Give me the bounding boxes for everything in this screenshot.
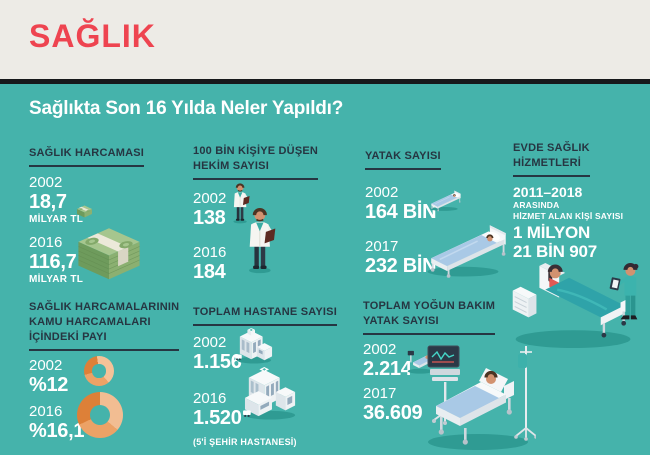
stat-subtitle: ARASINDA <box>513 200 560 210</box>
section-public-spending-share: SAĞLIK HARCAMALARININ KAMU HARCAMALARI İ… <box>29 300 199 443</box>
hospital-bed-large-icon <box>427 225 506 278</box>
stat-value: 138 <box>193 207 226 229</box>
money-stack-small-icon <box>77 205 92 218</box>
stat-item: 2002 2.214 <box>363 341 523 381</box>
page-title: Sağlıkta Son 16 Yılda Neler Yapıldı? <box>29 98 344 119</box>
stat-year: 2002 <box>363 341 397 358</box>
home-care-scene-illustration <box>512 262 639 349</box>
section-bed-count: YATAK SAYISI 2002 164 BİN 2017 232 BİN <box>365 146 506 278</box>
stat-value: 184 <box>193 261 226 283</box>
masthead-title: SAĞLIK <box>29 18 156 54</box>
stat-year: 2016 <box>193 390 227 407</box>
stat-subtitle: HİZMET ALAN KİŞİ SAYISI <box>513 211 624 221</box>
stat-year: 2002 <box>29 357 63 374</box>
stat-item: 2017 36.609 <box>363 385 523 425</box>
hospital-building-large-icon <box>243 366 296 420</box>
stat-value: 1 MİLYON <box>513 223 591 242</box>
section-title: YATAK SAYISI <box>365 149 441 170</box>
stat-value: 2.214 <box>363 358 412 380</box>
stat-item: 2016 1.520 <box>193 390 343 430</box>
stat-item: 2016 %16,1 <box>29 403 199 443</box>
stat-item: 2002 %12 <box>29 357 199 397</box>
section-title: 100 BİN KİŞİYE DÜŞEN HEKİM SAYISI <box>193 144 319 180</box>
stat-year: 2002 <box>193 334 227 351</box>
stat-year: 2016 <box>29 234 63 251</box>
stat-year: 2002 <box>29 174 63 191</box>
money-stack-large-icon <box>78 228 140 280</box>
stat-value: 116,7 <box>29 251 77 273</box>
stat-value: 164 BİN <box>365 201 437 223</box>
stat-period: 2011–2018 <box>513 184 583 200</box>
hospital-building-small-icon <box>235 328 273 364</box>
stat-value: %16,1 <box>29 420 85 442</box>
section-doctors-per-100k: 100 BİN KİŞİYE DÜŞEN HEKİM SAYISI 2002 1… <box>193 144 343 284</box>
stat-unit: MİLYAR TL <box>29 274 84 285</box>
stat-year: 2016 <box>193 244 227 261</box>
stat-value: 232 BİN <box>365 255 437 277</box>
stat-item: 2017 232 BİN <box>365 238 500 278</box>
section-title: SAĞLIK HARCAMASI <box>29 146 145 167</box>
section-health-spending: SAĞLIK HARCAMASI 2002 18,7 MİLYAR TL 201… <box>29 143 179 286</box>
stat-year: 2002 <box>365 184 399 201</box>
doctor-large-icon <box>249 208 276 274</box>
stat-value: 1.520 <box>193 407 242 429</box>
stat-note: (5'İ ŞEHİR HASTANESİ) <box>193 437 297 447</box>
stat-value: %12 <box>29 374 69 396</box>
stat-year: 2017 <box>363 385 397 402</box>
stat-item: 2016 116,7 MİLYAR TL <box>29 234 179 286</box>
stat-year: 2017 <box>365 238 399 255</box>
section-hospital-count: TOPLAM HASTANE SAYISI 2002 1.156 2016 1.… <box>193 302 343 448</box>
donut-chart-small <box>84 356 114 386</box>
stat-item: 2016 184 <box>193 244 343 284</box>
icu-bed-scene-illustration <box>427 345 536 450</box>
stat-year: 2016 <box>29 403 63 420</box>
divider-line <box>0 79 650 84</box>
donut-chart-large <box>77 392 123 438</box>
stat-item: 2002 138 <box>193 190 343 230</box>
stat-value: 1.156 <box>193 351 242 373</box>
doctor-small-icon <box>233 183 250 224</box>
masthead: SAĞLIK <box>0 0 650 79</box>
section-home-health: EVDE SAĞLIK HİZMETLERİ 2011–2018 ARASIND… <box>513 141 650 261</box>
stat-item: 2002 18,7 MİLYAR TL <box>29 174 179 226</box>
stat-value: 36.609 <box>363 402 423 424</box>
stat-item: 2002 164 BİN <box>365 184 500 224</box>
section-title: TOPLAM YOĞUN BAKIM YATAK SAYISI <box>363 299 496 335</box>
stat-value: 18,7 <box>29 191 67 213</box>
section-title: EVDE SAĞLIK HİZMETLERİ <box>513 141 590 177</box>
stat-item: 2002 1.156 <box>193 334 343 374</box>
stat-value: 21 BİN 907 <box>513 242 597 261</box>
hospital-bed-small-icon <box>429 190 461 212</box>
stat-unit: MİLYAR TL <box>29 214 84 225</box>
section-title: SAĞLIK HARCAMALARININ KAMU HARCAMALARI İ… <box>29 300 180 351</box>
section-title: TOPLAM HASTANE SAYISI <box>193 305 337 326</box>
stat-year: 2002 <box>193 190 227 207</box>
